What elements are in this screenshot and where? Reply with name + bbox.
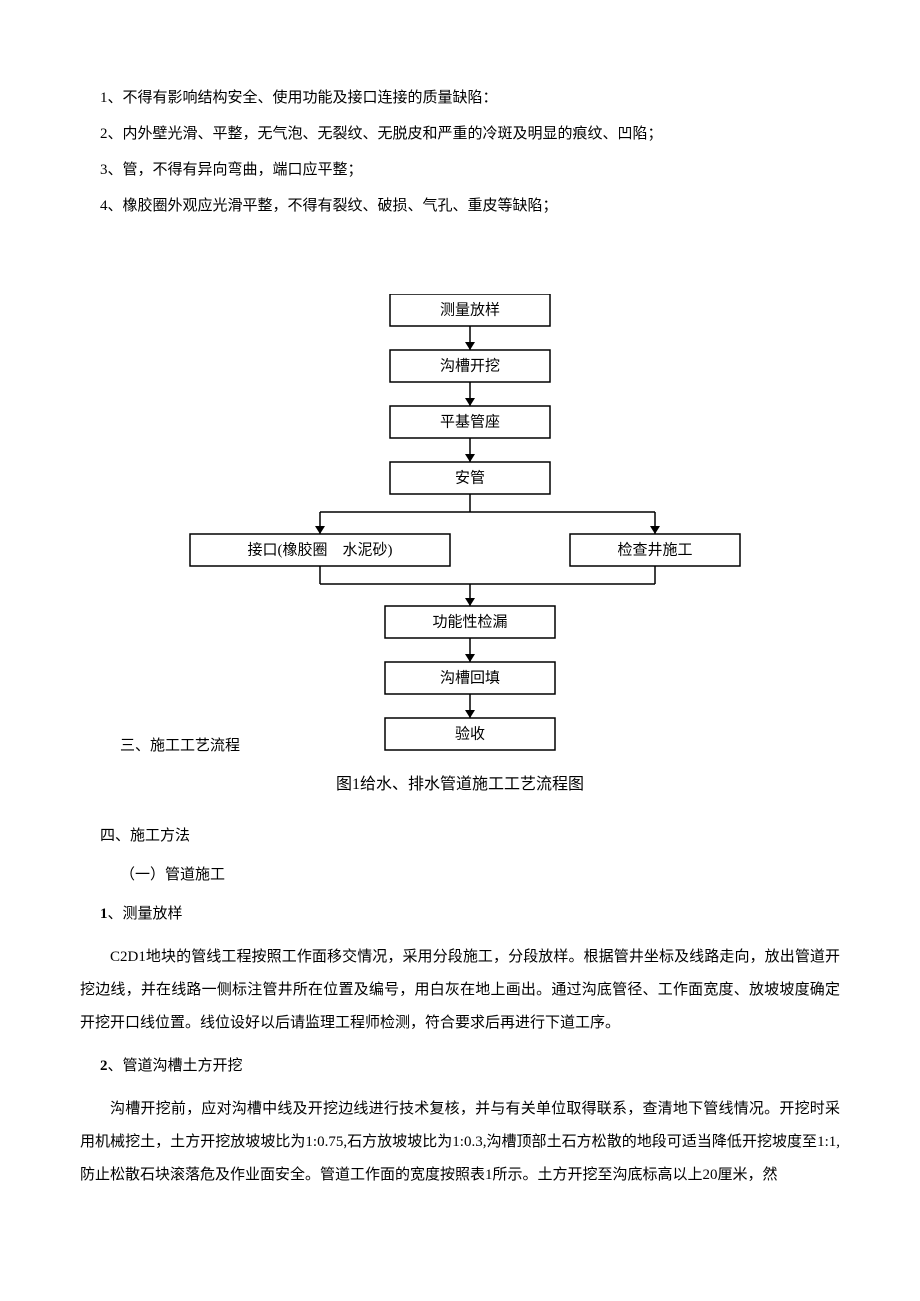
svg-text:平基管座: 平基管座 — [440, 413, 500, 430]
section-4-heading: 四、施工方法 — [100, 824, 840, 845]
quality-item-3: 3、管，不得有异向弯曲，端口应平整； — [100, 152, 840, 188]
flowchart-container: 测量放样沟槽开挖平基管座安管接口(橡胶圈 水泥砂) 检查井施工功能性检漏沟槽回填验… — [80, 294, 840, 754]
step-2-paragraph: 沟槽开挖前，应对沟槽中线及开挖边线进行技术复核，并与有关单位取得联系，查清地下管… — [80, 1093, 840, 1192]
svg-text:沟槽开挖: 沟槽开挖 — [440, 357, 500, 374]
step-1-heading: 1、测量放样 — [100, 902, 840, 923]
svg-text:验收: 验收 — [455, 725, 485, 742]
quality-item-2: 2、内外壁光滑、平整，无气泡、无裂纹、无脱皮和严重的冷斑及明显的痕纹、凹陷； — [100, 116, 840, 152]
subsection-1-heading: （一）管道施工 — [120, 863, 840, 884]
step-1-paragraph: C2D1地块的管线工程按照工作面移交情况，采用分段施工，分段放样。根据管井坐标及… — [80, 941, 840, 1040]
step-2-text: 、管道沟槽土方开挖 — [108, 1058, 243, 1074]
step-2-num: 2 — [100, 1058, 108, 1074]
svg-text:安管: 安管 — [455, 469, 485, 486]
svg-text:检查井施工: 检查井施工 — [617, 541, 692, 558]
figure-1-caption: 图1给水、排水管道施工工艺流程图 — [80, 770, 840, 794]
step-2-heading: 2、管道沟槽土方开挖 — [100, 1054, 840, 1075]
svg-text:功能性检漏: 功能性检漏 — [432, 613, 507, 630]
svg-text:接口(橡胶圈 水泥砂): 接口(橡胶圈 水泥砂) — [248, 541, 393, 558]
step-1-text: 、测量放样 — [108, 906, 183, 922]
quality-item-1: 1、不得有影响结构安全、使用功能及接口连接的质量缺陷： — [100, 80, 840, 116]
step-1-num: 1 — [100, 906, 108, 922]
svg-text:沟槽回填: 沟槽回填 — [440, 669, 500, 686]
quality-list: 1、不得有影响结构安全、使用功能及接口连接的质量缺陷： 2、内外壁光滑、平整，无… — [80, 80, 840, 224]
quality-item-4: 4、橡胶圈外观应光滑平整，不得有裂纹、破损、气孔、重皮等缺陷； — [100, 188, 840, 224]
flowchart-svg: 测量放样沟槽开挖平基管座安管接口(橡胶圈 水泥砂) 检查井施工功能性检漏沟槽回填验… — [100, 294, 820, 754]
svg-text:测量放样: 测量放样 — [440, 301, 500, 318]
